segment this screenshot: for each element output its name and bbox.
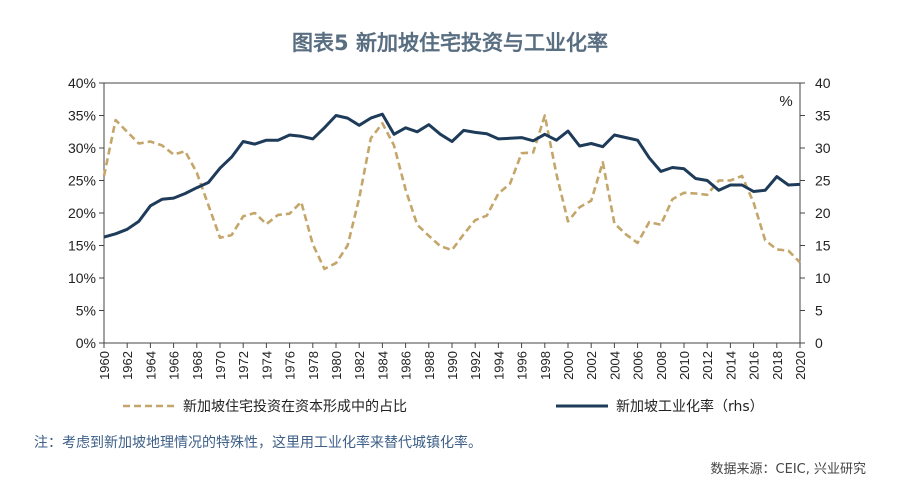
x-tick-label: 2018: [770, 351, 785, 380]
x-tick-label: 1996: [515, 351, 530, 380]
plot-frame: [103, 82, 801, 344]
legend-label-industrialization-rate: 新加坡工业化率（rhs）: [616, 398, 764, 415]
legend: 新加坡住宅投资在资本形成中的占比 新加坡工业化率（rhs）: [123, 398, 764, 415]
x-tick-label: 2016: [747, 351, 762, 380]
series-line-industrialization-rate: [103, 112, 801, 239]
x-tick-label: 2006: [631, 351, 646, 380]
y-left-tick-label: 5%: [76, 303, 96, 319]
x-tick-label: 2012: [700, 351, 715, 380]
x-tick-label: 1964: [143, 351, 158, 380]
y-right-tick-label: 20: [815, 205, 831, 221]
x-tick-label: 1984: [375, 351, 390, 380]
x-tick-label: 1972: [236, 351, 251, 380]
chart-note: 注：考虑到新加坡地理情况的特殊性，这里用工业化率来替代城镇化率。: [34, 434, 482, 451]
x-tick-label: 2020: [793, 351, 808, 380]
series-line-housing-investment-share: [102, 114, 801, 271]
y-right-tick-label: 10: [815, 270, 831, 286]
x-tick-label: 1982: [352, 351, 367, 380]
left-y-axis: 0% 5% 10% 15% 20% 25% 30% 35% 40%: [68, 75, 104, 351]
x-tick-label: 2004: [607, 351, 622, 380]
x-tick-label: 1976: [283, 351, 298, 380]
right-y-axis: 0 5 10 15 20 25 30 35 40: [800, 75, 831, 351]
x-tick-label: 1990: [445, 351, 460, 380]
x-tick-label: 2000: [561, 351, 576, 380]
x-tick-label: 1994: [491, 351, 506, 380]
x-tick-label: 2002: [584, 351, 599, 380]
x-tick-label: 1978: [306, 351, 321, 380]
plot-area-border: [103, 82, 801, 344]
legend-label-housing-investment-share: 新加坡住宅投资在资本形成中的占比: [183, 399, 407, 415]
y-right-tick-label: 30: [815, 140, 831, 156]
series-layer: [102, 112, 801, 271]
x-tick-label: 1968: [190, 351, 205, 380]
y-left-tick-label: 10%: [68, 270, 96, 286]
x-tick-label: 1986: [399, 351, 414, 380]
y-right-tick-label: 40: [815, 75, 831, 91]
y-right-tick-label: 25: [815, 173, 831, 189]
x-tick-label: 1988: [422, 351, 437, 380]
right-axis-unit: %: [779, 93, 792, 110]
chart-title: 图表5 新加坡住宅投资与工业化率: [292, 31, 608, 55]
y-left-tick-label: 0%: [76, 335, 96, 351]
x-tick-label: 1974: [259, 351, 274, 380]
y-left-tick-label: 25%: [68, 173, 96, 189]
x-tick-label: 2010: [677, 351, 692, 380]
x-axis: 1960 1962 1964 1966 1968 1970 1972 1974 1976 1978…: [97, 343, 808, 380]
x-tick-label: 1966: [167, 351, 182, 380]
y-left-tick-label: 20%: [68, 205, 96, 221]
y-right-tick-label: 35: [815, 108, 831, 124]
x-tick-label: 1962: [120, 351, 135, 380]
y-right-tick-label: 15: [815, 238, 831, 254]
y-left-tick-label: 15%: [68, 238, 96, 254]
y-left-tick-label: 30%: [68, 140, 96, 156]
x-tick-label: 1992: [468, 351, 483, 380]
y-left-tick-label: 40%: [68, 75, 96, 91]
x-tick-label: 1980: [329, 351, 344, 380]
x-tick-label: 2014: [723, 351, 738, 380]
x-tick-label: 1998: [538, 351, 553, 380]
x-tick-label: 1970: [213, 351, 228, 380]
data-source: 数据来源：CEIC, 兴业研究: [711, 462, 866, 477]
y-right-tick-label: 5: [815, 303, 823, 319]
y-right-tick-label: 0: [815, 335, 823, 351]
y-left-tick-label: 35%: [68, 108, 96, 124]
x-tick-label: 2008: [654, 351, 669, 380]
x-tick-label: 1960: [97, 351, 112, 380]
